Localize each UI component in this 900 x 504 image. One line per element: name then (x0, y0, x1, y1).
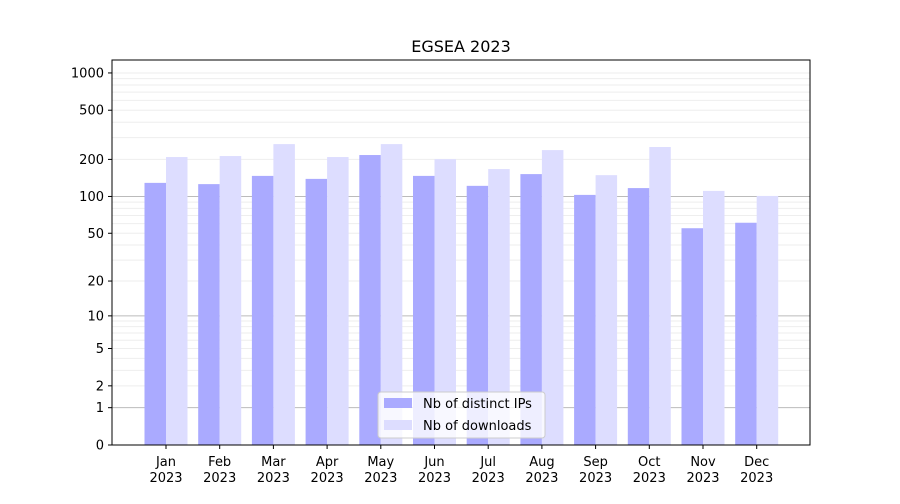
bar-downloads (273, 144, 295, 445)
bar-downloads (219, 156, 242, 445)
x-axis: Jan 2023 Feb 2023 Mar 2023 Apr 2023 May 2023 Jun 20… (149, 445, 773, 486)
y-tick-label: 500 (79, 104, 104, 119)
bar-distinct-ips (305, 178, 328, 445)
bar-distinct-ips (735, 222, 757, 445)
legend-swatch-ips (384, 398, 412, 408)
bar-distinct-ips (574, 194, 596, 445)
bars (144, 144, 779, 446)
y-tick-label: 20 (87, 275, 104, 290)
chart-title: EGSEA 2023 (411, 37, 511, 56)
x-tick-label: Nov 2023 (686, 455, 719, 486)
bar-downloads (488, 169, 510, 445)
bar-downloads (166, 157, 188, 445)
bar-downloads (649, 147, 671, 445)
y-tick-label: 5 (96, 342, 104, 357)
bar-distinct-ips (198, 184, 220, 445)
bar-downloads (327, 157, 349, 445)
x-tick-label: May 2023 (364, 455, 397, 486)
bar-downloads (434, 159, 456, 446)
y-tick-label: 10 (87, 309, 104, 324)
bar-downloads (380, 144, 403, 445)
bar-distinct-ips (144, 182, 166, 445)
y-tick-label: 50 (87, 227, 104, 242)
y-tick-label: 1 (96, 401, 104, 416)
y-axis: 0 1 2 5 10 20 50 100 200 500 1000 (71, 66, 112, 454)
x-tick-label: Jul 2023 (472, 455, 505, 486)
bar-distinct-ips (520, 174, 542, 445)
legend-swatch-downloads (384, 420, 412, 430)
bar-downloads (756, 195, 779, 445)
bar-distinct-ips (466, 185, 489, 446)
x-tick-label: Jan 2023 (149, 455, 182, 486)
bar-distinct-ips (681, 228, 703, 445)
legend-label-ips: Nb of distinct IPs (423, 397, 532, 412)
x-tick-label: Dec 2023 (740, 455, 773, 486)
y-tick-label: 2 (96, 379, 104, 394)
x-tick-label: Aug 2023 (525, 455, 558, 486)
y-tick-label: 100 (79, 190, 104, 205)
bar-downloads (541, 150, 564, 445)
bar-distinct-ips (359, 155, 381, 446)
x-tick-label: Mar 2023 (257, 455, 290, 486)
legend-label-downloads: Nb of downloads (423, 419, 532, 434)
x-tick-label: Jun 2023 (418, 455, 451, 486)
x-tick-label: Apr 2023 (311, 455, 344, 486)
x-tick-label: Oct 2023 (633, 455, 666, 486)
y-tick-label: 1000 (71, 66, 104, 81)
legend: Nb of distinct IPs Nb of downloads (377, 391, 546, 439)
bar-downloads (703, 190, 725, 445)
y-tick-label: 0 (96, 439, 104, 454)
plot-frame (111, 59, 811, 446)
bar-distinct-ips (627, 188, 650, 446)
bar-downloads (595, 175, 618, 446)
x-tick-label: Feb 2023 (203, 455, 236, 486)
x-tick-label: Sep 2023 (579, 455, 612, 486)
bar-distinct-ips (413, 175, 435, 445)
bar-distinct-ips (251, 175, 274, 445)
y-tick-label: 200 (79, 153, 104, 168)
